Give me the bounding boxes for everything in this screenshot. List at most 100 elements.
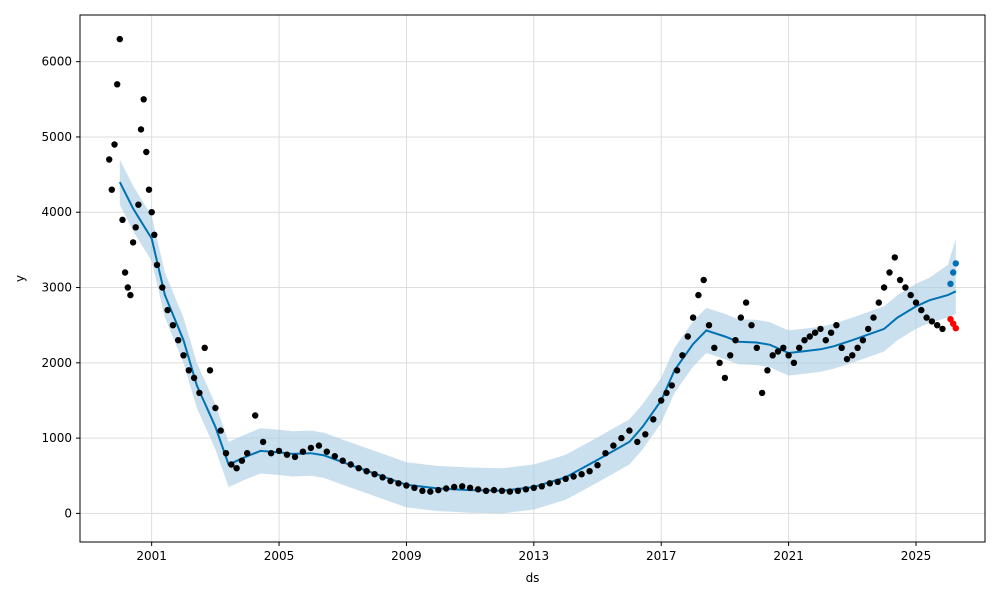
observed-point (538, 483, 545, 490)
observed-point (610, 442, 617, 449)
observed-point (737, 314, 744, 321)
observed-point (891, 254, 898, 261)
observed-point (764, 367, 771, 374)
observed-point (562, 475, 569, 482)
x-axis-label: ds (526, 571, 540, 585)
observed-point (252, 412, 259, 419)
y-tick-label: 0 (64, 506, 72, 520)
observed-point (137, 126, 145, 133)
observed-point (169, 322, 177, 329)
observed-point (387, 477, 394, 485)
observed-point (217, 427, 224, 434)
x-tick-label: 2009 (391, 549, 422, 563)
observed-point (570, 473, 577, 480)
observed-point (827, 329, 835, 336)
observed-point (148, 209, 155, 216)
observed-point (129, 239, 137, 246)
observed-point (145, 186, 153, 193)
observed-point (586, 468, 593, 475)
x-tick-label: 2005 (264, 549, 295, 563)
observed-point (331, 453, 338, 460)
uncertainty-band (119, 159, 956, 514)
observed-point (849, 352, 856, 359)
observed-point (283, 451, 291, 458)
y-tick-label: 2000 (41, 356, 72, 370)
observed-point (111, 141, 118, 148)
forecast-tail-point (950, 269, 957, 276)
observed-point (939, 325, 946, 333)
observed-point (190, 374, 198, 382)
observed-point (626, 427, 633, 434)
observed-point (371, 471, 378, 478)
observed-point (886, 269, 893, 276)
observed-point (490, 486, 498, 494)
observed-point (275, 447, 283, 455)
observed-point (196, 389, 203, 397)
forecast-tail-layer (947, 260, 959, 332)
observed-point (233, 465, 240, 472)
observed-point (228, 461, 235, 468)
y-axis-label: y (13, 275, 27, 282)
observed-point (700, 276, 707, 284)
observed-point (546, 480, 553, 487)
observed-point (801, 337, 808, 344)
observed-point (870, 314, 877, 321)
observed-points-layer (106, 35, 946, 495)
observed-point (822, 337, 829, 344)
observed-point (742, 299, 750, 306)
observed-point (482, 487, 490, 494)
observed-point (705, 322, 713, 329)
observed-point (923, 314, 930, 321)
observed-point (259, 438, 267, 446)
observed-point (912, 299, 920, 306)
observed-point (267, 450, 275, 457)
observed-point (865, 325, 872, 333)
observed-point (668, 382, 675, 389)
observed-point (928, 318, 936, 325)
observed-point (673, 367, 681, 374)
uncertainty-band-layer (119, 159, 956, 514)
y-tick-label: 6000 (41, 55, 72, 69)
observed-point (618, 434, 625, 442)
observed-point (244, 450, 251, 457)
observed-point (411, 484, 418, 491)
forecast-tail-point (947, 280, 954, 287)
observed-point (796, 344, 803, 351)
observed-point (222, 450, 230, 457)
observed-point (774, 348, 782, 355)
observed-point (838, 344, 845, 351)
observed-point (419, 487, 426, 494)
observed-point (299, 448, 307, 455)
observed-point (127, 291, 134, 299)
observed-point (403, 482, 410, 489)
observed-point (663, 389, 670, 397)
observed-point (753, 344, 760, 351)
observed-point (658, 397, 665, 404)
observed-point (363, 468, 370, 475)
observed-point (427, 488, 434, 495)
observed-point (143, 148, 150, 156)
observed-point (451, 483, 458, 491)
plot-frame (79, 14, 986, 543)
observed-point (934, 322, 941, 329)
observed-point (650, 416, 657, 423)
observed-point (291, 453, 299, 461)
observed-point (732, 337, 739, 344)
observed-point (514, 487, 522, 494)
observed-point (135, 201, 142, 208)
observed-point (355, 465, 362, 472)
forecast-tail-point (952, 260, 959, 267)
ticks-layer: 2001 2005 2009 2013 2017 2021 2025 0 1000 2000 300… (41, 55, 931, 563)
observed-point (108, 186, 116, 193)
observed-point (880, 284, 888, 291)
observed-point (907, 291, 914, 299)
observed-point (164, 306, 171, 314)
observed-point (151, 231, 158, 238)
observed-point (716, 359, 723, 366)
y-tick-label: 4000 (41, 205, 72, 219)
observed-point (238, 457, 246, 464)
observed-point (140, 96, 147, 103)
observed-point (466, 484, 474, 491)
observed-point (806, 333, 813, 340)
